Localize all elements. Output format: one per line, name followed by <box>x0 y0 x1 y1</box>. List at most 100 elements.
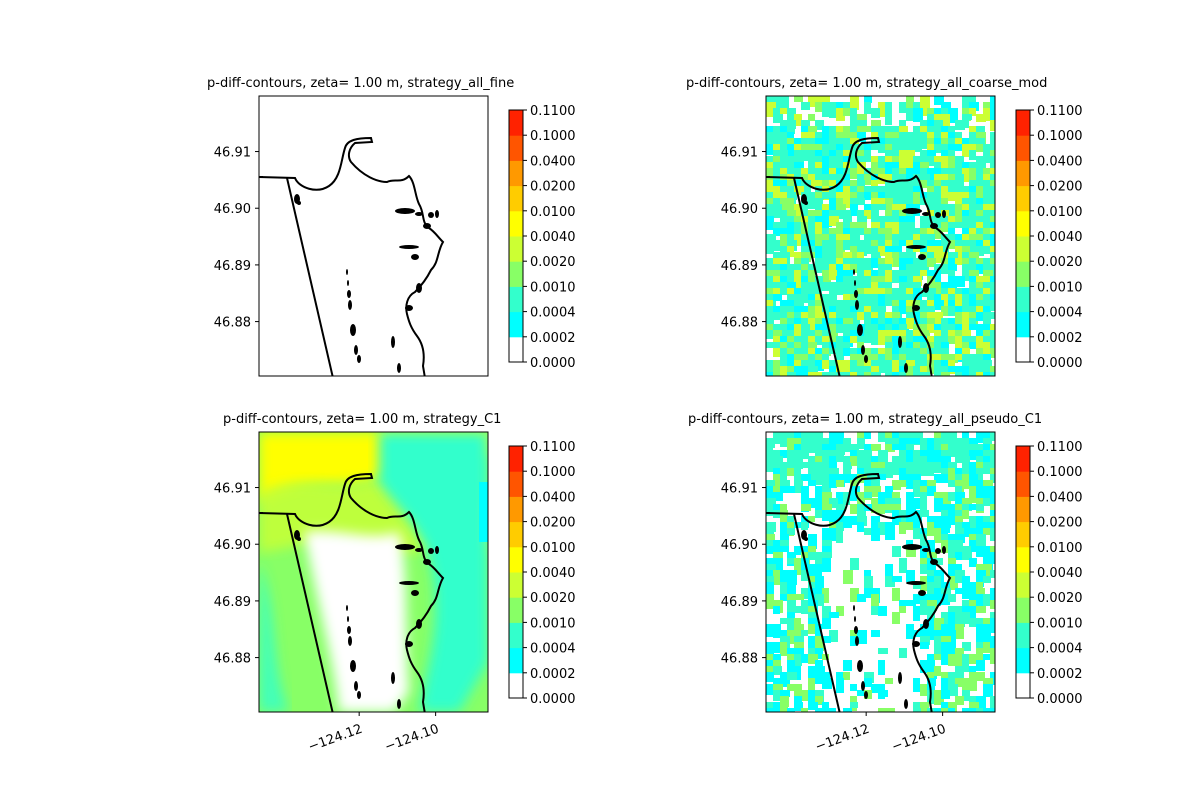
panel-title: p-diff-contours, zeta= 1.00 m, strategy_… <box>686 76 1047 91</box>
colorbar-segment <box>1016 110 1030 136</box>
island <box>902 544 922 550</box>
x-tick: −124.10 <box>383 712 441 755</box>
colorbar-tick: 0.0004 <box>1030 642 1083 657</box>
colorbar-tick-label: 0.1100 <box>1037 440 1083 455</box>
y-tick: 46.91 <box>721 482 766 497</box>
colorbar-tick: 0.0400 <box>523 154 576 169</box>
colorbar-tick-label: 0.0000 <box>530 692 576 707</box>
y-tick-label: 46.88 <box>721 316 758 331</box>
island <box>906 245 926 249</box>
island <box>346 269 348 275</box>
island <box>922 548 930 552</box>
island <box>435 546 439 554</box>
jetty-line <box>286 177 334 376</box>
colorbar-segment <box>509 546 523 573</box>
colorbar-tick: 0.0010 <box>523 280 576 295</box>
panel-strategy-all-fine: p-diff-contours, zeta= 1.00 m, strategy_… <box>207 76 576 377</box>
island <box>853 269 855 275</box>
y-tick-label: 46.88 <box>214 652 251 667</box>
colorbar-tick: 0.1100 <box>523 104 576 119</box>
island <box>861 345 865 355</box>
colorbar-tick-label: 0.0200 <box>1037 516 1083 531</box>
colorbar-tick-label: 0.0020 <box>530 255 576 270</box>
x-tick-label: −124.10 <box>383 722 441 755</box>
colorbar-segment <box>1016 236 1030 262</box>
jetty-line <box>793 177 841 376</box>
colorbar-segment <box>509 597 523 623</box>
y-tick-label: 46.91 <box>214 482 251 497</box>
colorbar-segment <box>509 622 523 649</box>
y-tick: 46.88 <box>721 316 766 331</box>
panel-strategy-all-coarse-mod: p-diff-contours, zeta= 1.00 m, strategy_… <box>686 76 1083 377</box>
island <box>423 223 431 229</box>
colorbar-tick-label: 0.1000 <box>530 465 576 480</box>
colorbar-tick: 0.0000 <box>1030 356 1083 371</box>
colorbar-tick-label: 0.0004 <box>1037 306 1083 321</box>
colorbar-segment <box>509 110 523 136</box>
coastline <box>766 136 952 376</box>
colorbar-segment <box>1016 185 1030 212</box>
y-tick: 46.89 <box>721 595 766 610</box>
colorbar-tick-label: 0.0000 <box>1037 692 1083 707</box>
y-tick-label: 46.91 <box>721 482 758 497</box>
colorbar-tick-label: 0.0100 <box>1037 205 1083 220</box>
island <box>930 559 938 565</box>
colorbar-tick: 0.0002 <box>523 667 576 682</box>
island <box>405 305 413 311</box>
island <box>399 245 419 249</box>
island <box>391 336 395 348</box>
island <box>435 210 439 218</box>
colorbar-tick: 0.0040 <box>523 230 576 245</box>
colorbar-tick-label: 0.1000 <box>1037 465 1083 480</box>
colorbar-tick-label: 0.0002 <box>1037 331 1083 346</box>
panel-title: p-diff-contours, zeta= 1.00 m, strategy_… <box>207 76 514 91</box>
colorbar-tick-label: 0.0100 <box>1037 541 1083 556</box>
island <box>354 345 358 355</box>
island <box>423 559 431 565</box>
colorbar-segment <box>509 135 523 161</box>
y-tick-label: 46.88 <box>721 652 758 667</box>
y-tick: 46.89 <box>214 259 259 274</box>
island <box>347 280 349 286</box>
colorbar-segment <box>509 672 523 699</box>
island <box>354 681 358 691</box>
y-tick: 46.89 <box>721 259 766 274</box>
colorbar-tick-label: 0.0020 <box>530 591 576 606</box>
colorbar-segment <box>1016 647 1030 674</box>
jetty-line <box>286 513 334 712</box>
colorbar-segment <box>509 647 523 674</box>
island <box>357 691 361 699</box>
island <box>804 537 808 541</box>
y-tick: 46.91 <box>214 482 259 497</box>
colorbar-tick: 0.1100 <box>1030 104 1083 119</box>
colorbar-tick-label: 0.0100 <box>530 541 576 556</box>
field-shading <box>766 432 995 712</box>
island <box>297 537 301 541</box>
island <box>923 283 929 293</box>
island <box>416 619 422 629</box>
panel-title: p-diff-contours, zeta= 1.00 m, strategy_… <box>223 412 501 427</box>
island <box>855 636 859 646</box>
colorbar-segment <box>1016 160 1030 187</box>
colorbar-segment <box>509 210 523 237</box>
island <box>922 212 930 216</box>
colorbar-tick-label: 0.0020 <box>1037 591 1083 606</box>
colorbar-tick-label: 0.0002 <box>530 331 576 346</box>
colorbar-tick-label: 0.0400 <box>530 490 576 505</box>
island <box>864 355 868 363</box>
colorbar-tick-label: 0.0000 <box>530 356 576 371</box>
colorbar-segment <box>1016 471 1030 497</box>
coastline <box>259 136 445 376</box>
island <box>912 305 920 311</box>
y-tick: 46.88 <box>721 652 766 667</box>
colorbar-tick-label: 0.0010 <box>1037 280 1083 295</box>
colorbar-tick: 0.0002 <box>1030 667 1083 682</box>
colorbar-tick: 0.0002 <box>523 331 576 346</box>
island <box>861 681 865 691</box>
colorbar-tick: 0.1000 <box>523 129 576 144</box>
island <box>395 208 415 214</box>
y-tick-label: 46.91 <box>214 146 251 161</box>
island <box>904 363 908 373</box>
y-tick-label: 46.89 <box>721 259 758 274</box>
y-tick: 46.90 <box>214 202 259 217</box>
